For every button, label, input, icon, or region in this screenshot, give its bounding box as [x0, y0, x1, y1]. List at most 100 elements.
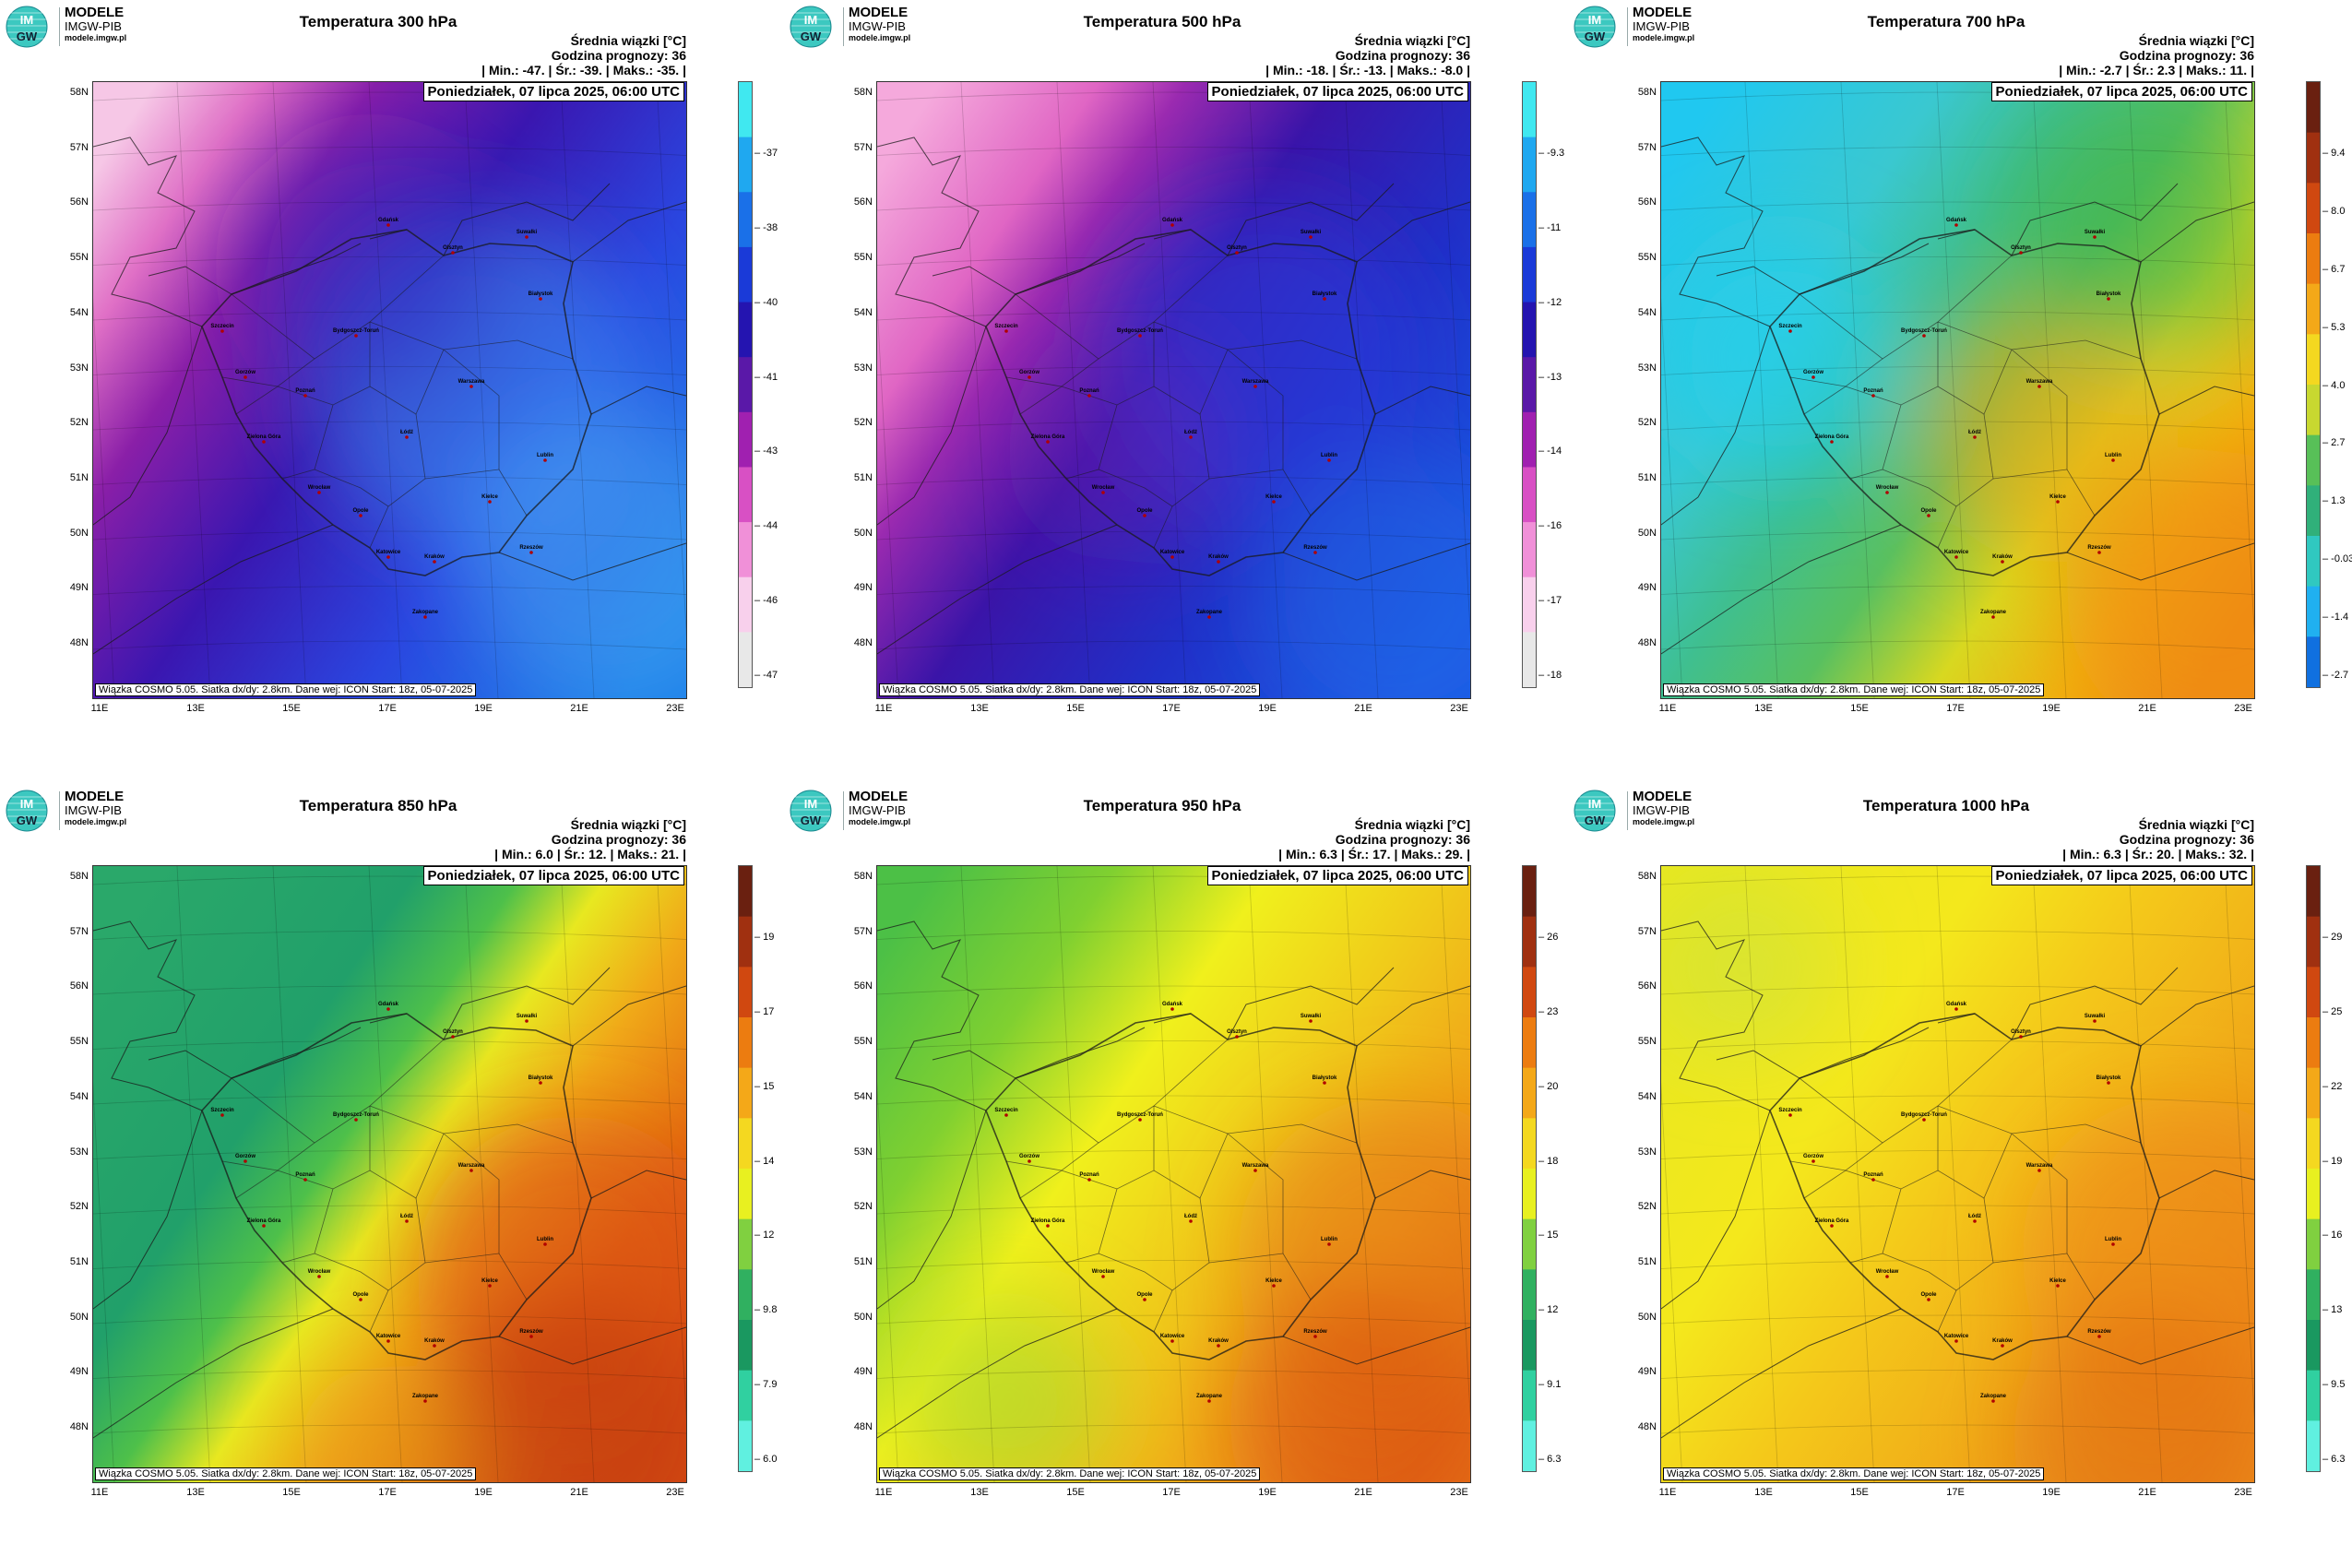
city-label: Białystok [1313, 1075, 1337, 1081]
stats-block: Średnia wiązki [°C] Godzina prognozy: 36 |… [1265, 33, 1470, 77]
lon-tick-label: 11E [874, 1487, 893, 1498]
colorbar-label: – -38 [754, 221, 778, 233]
svg-text:IM: IM [20, 13, 33, 27]
city-marker [1143, 514, 1146, 517]
colorbar-label: – -37 [754, 148, 778, 159]
city-marker [1087, 394, 1091, 398]
city-label: Katowice [1160, 1334, 1185, 1339]
lat-tick-label: 49N [853, 582, 873, 594]
forecast-date: Poniedziałek, 07 lipca 2025, 06:00 UTC [422, 82, 684, 101]
lat-tick-label: 56N [69, 196, 89, 208]
stats-line: | Min.: 6.0 | Śr.: 12. | Maks.: 21. | [494, 847, 686, 861]
lat-tick-label: 57N [853, 141, 873, 153]
city-marker [1217, 1344, 1220, 1348]
city-label: Kraków [1208, 554, 1229, 560]
city-marker [1309, 1019, 1313, 1023]
city-label: Gorzów [1803, 1154, 1823, 1159]
city-label: Warszawa [2026, 1163, 2053, 1169]
lon-tick-label: 11E [90, 703, 109, 714]
city-marker [1323, 1081, 1326, 1085]
brand-line1: MODELE [65, 5, 125, 20]
colorbar-label: – 14 [754, 1155, 775, 1167]
city-marker [1954, 1339, 1958, 1343]
lat-tick-label: 52N [853, 1201, 873, 1213]
city-marker [525, 235, 529, 239]
city-label: Poznań [1079, 388, 1099, 394]
city-marker [354, 334, 358, 338]
city-marker [1313, 1335, 1317, 1338]
lat-tick-label: 55N [1637, 1036, 1657, 1048]
city-label: Olsztyn [2011, 1029, 2031, 1035]
city-label: Kraków [424, 554, 445, 560]
colorbar-label: – 23 [1538, 1005, 1559, 1017]
svg-text:IM: IM [20, 797, 33, 811]
forecast-hour: Godzina prognozy: 36 [2119, 832, 2254, 847]
forecast-date: Poniedziałek, 07 lipca 2025, 06:00 UTC [1990, 82, 2252, 101]
city-label: Poznań [295, 388, 315, 394]
colorbar-label: – -2.7 [2322, 670, 2349, 681]
lat-tick-label: 52N [69, 1201, 89, 1213]
city-marker [543, 458, 547, 462]
city-marker [2093, 1019, 2097, 1023]
city-label: Gdańsk [378, 218, 399, 223]
panel-title: Temperatura 950 hPa [1083, 797, 1241, 814]
colorbar [738, 865, 753, 1472]
city-marker [2001, 1344, 2004, 1348]
city-marker [1170, 1339, 1174, 1343]
city-marker [1830, 440, 1834, 444]
city-label: Wrocław [308, 1269, 331, 1275]
lat-tick-label: 48N [853, 1421, 873, 1432]
city-label: Białystok [2097, 291, 2121, 297]
city-marker [2097, 1335, 2101, 1338]
brand-separator [59, 7, 60, 46]
imgw-logo-icon: IM GW [1574, 790, 1616, 832]
forecast-map: Gdańsk Olsztyn Suwałki Białystok Szczecin Byd… [876, 81, 1471, 699]
lat-tick-label: 55N [1637, 252, 1657, 264]
svg-text:GW: GW [1585, 30, 1606, 43]
lon-tick-label: 11E [1658, 1487, 1677, 1498]
lat-tick-label: 48N [853, 637, 873, 648]
city-label: Kraków [424, 1338, 445, 1344]
city-label: Lublin [2105, 1237, 2121, 1242]
colorbar-gradient [2307, 866, 2320, 1471]
city-label: Łódź [400, 430, 413, 435]
city-marker [405, 435, 409, 439]
city-marker [386, 223, 390, 227]
city-label: Lublin [1321, 453, 1337, 458]
colorbar-label: – 13 [2322, 1304, 2343, 1316]
city-marker [1253, 1169, 1257, 1172]
city-label: Rzeszów [519, 545, 543, 551]
city-label: Olsztyn [1227, 1029, 1247, 1035]
city-marker [1217, 560, 1220, 564]
colorbar-label: – 8.0 [2322, 205, 2346, 217]
lat-tick-label: 54N [1637, 306, 1657, 318]
lon-tick-label: 21E [1354, 703, 1372, 714]
colorbar-label: – 9.5 [2322, 1379, 2346, 1391]
city-marker [1207, 615, 1211, 619]
city-label: Bydgoszcz-Toruń [1117, 328, 1163, 334]
lat-tick-label: 53N [69, 362, 89, 374]
city-label: Suwałki [2085, 230, 2106, 235]
colorbar-label: – 12 [754, 1229, 775, 1241]
colorbar-label: – 15 [754, 1080, 775, 1092]
brand-line1: MODELE [849, 5, 909, 20]
city-label: Zakopane [1196, 1394, 1223, 1399]
temperature-field: Gdańsk Olsztyn Suwałki Białystok Szczecin Byd… [93, 866, 686, 1482]
stats-line: | Min.: -47. | Śr.: -39. | Maks.: -35. | [481, 63, 686, 77]
city-marker [1812, 375, 1815, 379]
colorbar-label: – -11 [1538, 221, 1562, 233]
colorbar-label: – 19 [754, 932, 775, 943]
city-marker [1028, 375, 1031, 379]
map-panel: IM GW MODELE IMGW-PIB modele.imgw.pl Temperat… [784, 0, 1568, 784]
city-label: Kraków [1992, 554, 2013, 560]
lat-tick-label: 48N [69, 637, 89, 648]
city-marker [1235, 1035, 1239, 1039]
colorbar-label: – -40 [754, 296, 778, 308]
svg-text:GW: GW [801, 30, 822, 43]
city-label: Kraków [1992, 1338, 2013, 1344]
stats-block: Średnia wiązki [°C] Godzina prognozy: 36 |… [1278, 817, 1470, 861]
city-marker [1028, 1159, 1031, 1163]
city-marker [1170, 223, 1174, 227]
forecast-map: Gdańsk Olsztyn Suwałki Białystok Szczecin Byd… [1660, 81, 2255, 699]
lon-tick-label: 13E [1754, 703, 1773, 714]
